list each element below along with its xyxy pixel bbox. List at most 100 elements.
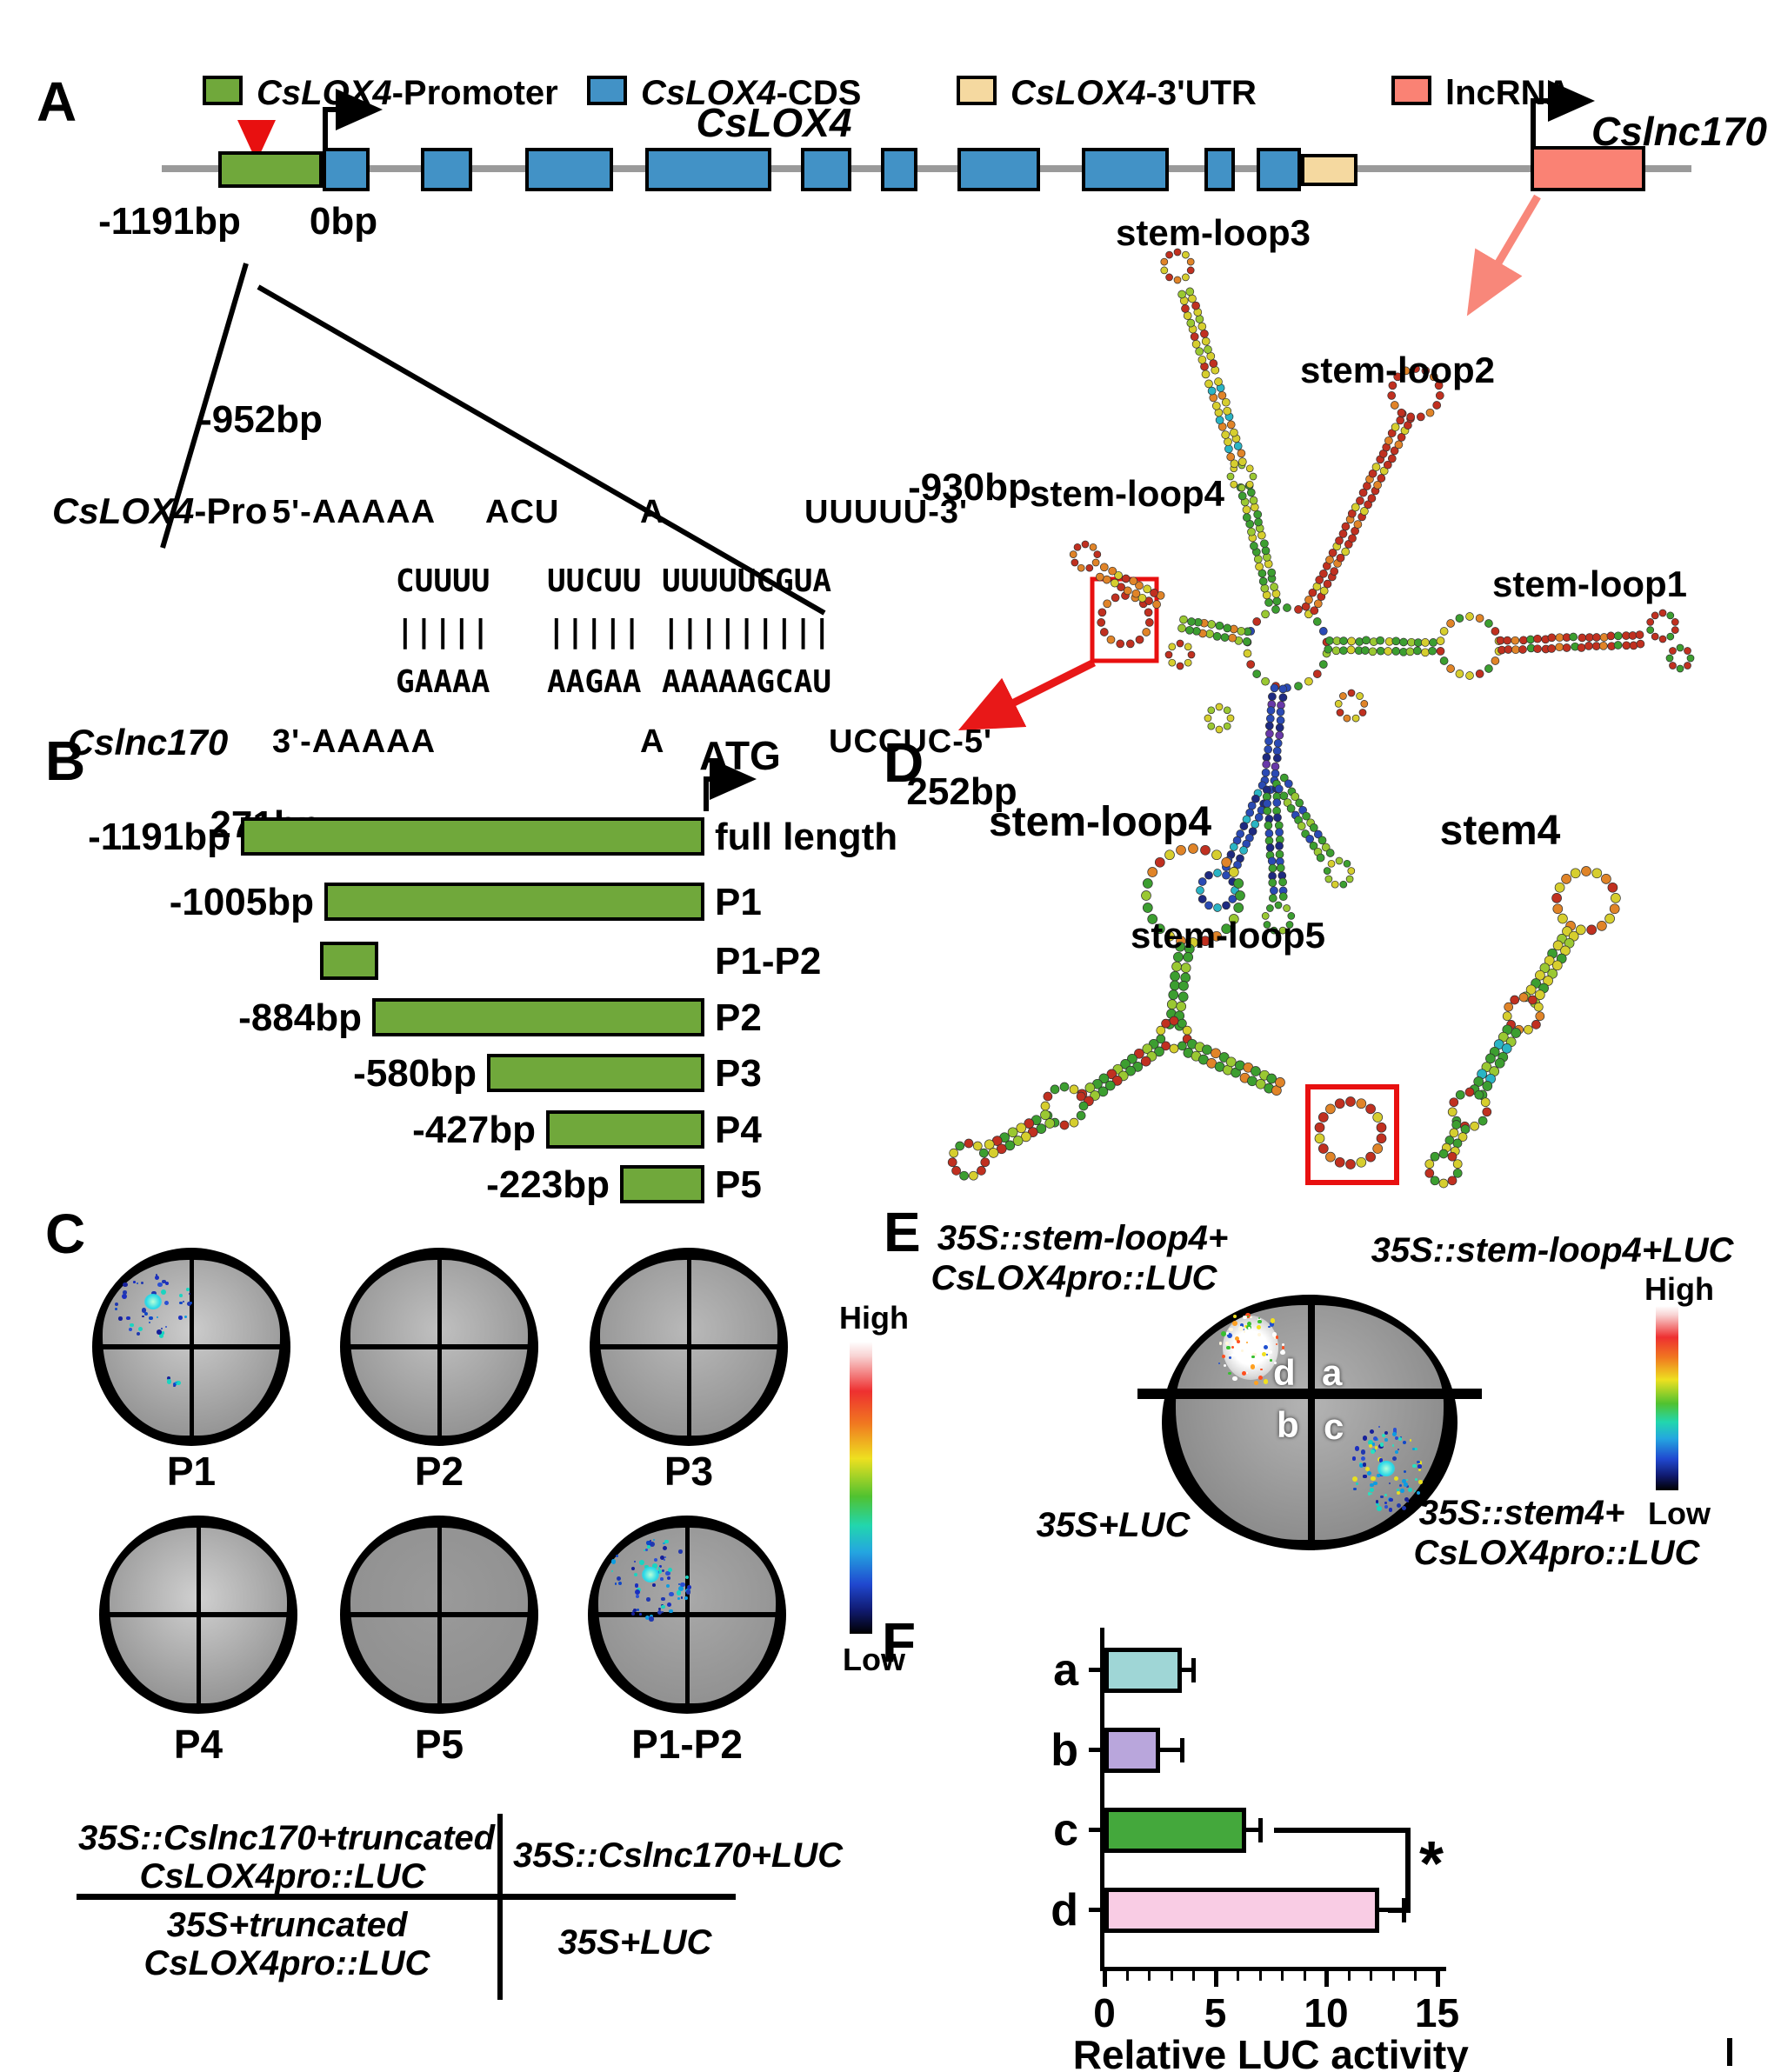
signal-speckle: [1250, 1364, 1256, 1370]
signal-speckle: [634, 1583, 639, 1588]
signal-speckle: [659, 1565, 663, 1569]
error-cap-b: [1180, 1738, 1185, 1762]
legend-gene-part: CsLOX4: [1011, 74, 1146, 112]
signal-speckle: [1240, 1349, 1244, 1353]
category-tick-d: [1089, 1908, 1103, 1912]
deletion-pos-P4: -427bp: [412, 1109, 536, 1151]
signal-speckle: [657, 1609, 662, 1615]
align-pos-952: -952bp: [199, 398, 323, 441]
bottom-seq-end: UCCUC-5': [829, 723, 993, 760]
cds-exon-6: [881, 148, 917, 191]
signal-speckle: [685, 1589, 690, 1595]
signal-speckle: [1379, 1442, 1384, 1447]
signal-speckle: [665, 1570, 670, 1576]
sig-bracket-top: [1274, 1828, 1411, 1833]
signal-speckle: [141, 1308, 147, 1313]
bar-c: [1104, 1808, 1247, 1853]
dish-label-P5: P5: [414, 1722, 464, 1767]
signal-speckle: [1384, 1493, 1387, 1496]
signal-speckle: [1231, 1353, 1235, 1357]
signal-speckle: [1360, 1456, 1365, 1462]
signal-speckle: [667, 1568, 672, 1573]
signal-speckle: [1268, 1342, 1271, 1345]
x-minor-tick-12: [1370, 1971, 1372, 1981]
panelE-quadrant-b: b: [1277, 1404, 1299, 1445]
signal-speckle: [1257, 1319, 1263, 1324]
signal-speckle: [1260, 1368, 1263, 1371]
x-tick-label-0: 0: [1093, 1990, 1116, 2035]
signal-speckle: [669, 1591, 674, 1597]
signal-speckle: [1253, 1380, 1259, 1386]
signal-speckle: [650, 1614, 653, 1618]
stemloop5-label: stem-loop5: [1130, 915, 1326, 956]
atg-arrow: [704, 758, 757, 811]
signal-speckle: [1367, 1492, 1371, 1496]
signal-speckle: [156, 1316, 158, 1319]
signal-speckle: [1378, 1458, 1384, 1462]
signal-speckle: [1407, 1487, 1412, 1493]
legend-label-2: CsLOX4-CDS: [641, 74, 861, 113]
signal-speckle: [1373, 1481, 1377, 1486]
signal-speckle: [1371, 1442, 1375, 1446]
error-cap-c: [1257, 1818, 1263, 1842]
signal-speckle: [129, 1328, 133, 1332]
signal-speckle: [652, 1539, 655, 1542]
bar-category-b: b: [1051, 1725, 1078, 1776]
bottom-seq-mid: A: [640, 723, 665, 760]
deletion-name-P4: P4: [715, 1109, 762, 1151]
signal-speckle: [676, 1590, 682, 1596]
dish-label-P4: P4: [173, 1722, 223, 1767]
red-triangle-marker: [237, 120, 276, 162]
signal-speckle-core: [144, 1294, 162, 1309]
signal-speckle: [1363, 1474, 1367, 1479]
deletion-name-full-length: full length: [715, 816, 898, 858]
signal-speckle: [665, 1584, 670, 1589]
pair-pipes-2: |||||: [547, 614, 642, 650]
signal-speckle: [1398, 1483, 1402, 1488]
bottom-seq-start: 3'-AAAAA: [272, 723, 437, 760]
rna-structure-cslnc170: [1069, 248, 1695, 935]
signal-speckle: [634, 1589, 640, 1595]
signal-speckle: [1377, 1502, 1379, 1505]
signal-speckle: [661, 1596, 665, 1602]
x-minor-tick-1: [1125, 1971, 1129, 1981]
pair-pipes-3: |||||||||: [662, 614, 832, 650]
signal-speckle: [1403, 1469, 1407, 1474]
signal-speckle: [1369, 1487, 1375, 1493]
signal-speckle: [1258, 1316, 1261, 1319]
rna-structure-stemloop4-stem4: [947, 843, 1621, 1189]
signal-speckle: [1239, 1323, 1244, 1328]
deletion-bar-P4: [546, 1110, 704, 1149]
signal-speckle: [1269, 1350, 1272, 1354]
signal-speckle: [1246, 1322, 1251, 1327]
signal-speckle: [1400, 1489, 1405, 1493]
dish-label-P1: P1: [166, 1449, 217, 1494]
legend-label-1: CsLOX4-Promoter: [257, 74, 558, 113]
comboC-horizontal-divider: [77, 1894, 736, 1900]
signal-speckle: [1273, 1361, 1277, 1364]
signal-speckle: [150, 1290, 157, 1296]
signal-speckle: [1412, 1464, 1417, 1469]
dish-cross-vertical: [437, 1521, 442, 1709]
legend-label-3: CsLOX4-3'UTR: [1011, 74, 1257, 113]
signal-speckle: [1409, 1439, 1412, 1442]
signal-speckle: [1362, 1436, 1368, 1441]
signal-speckle: [157, 1329, 162, 1335]
signal-speckle: [664, 1559, 666, 1562]
signal-speckle: [1384, 1438, 1388, 1442]
signal-speckle: [183, 1300, 185, 1302]
signal-speckle: [1398, 1436, 1402, 1441]
comboC-vertical-divider: [497, 1814, 503, 2000]
cds-exon-5: [801, 148, 851, 191]
signal-speckle: [1223, 1363, 1227, 1367]
signal-speckle: [1274, 1336, 1277, 1339]
dish-cross-vertical: [685, 1521, 690, 1709]
bar-a: [1104, 1648, 1183, 1693]
signal-speckle: [149, 1316, 153, 1320]
signal-speckle: [639, 1613, 642, 1616]
signal-speckle: [1246, 1356, 1251, 1362]
signal-speckle: [1252, 1352, 1257, 1357]
signal-speckle: [1217, 1362, 1220, 1365]
gene-name-cslnc170: Cslnc170: [1591, 109, 1768, 154]
